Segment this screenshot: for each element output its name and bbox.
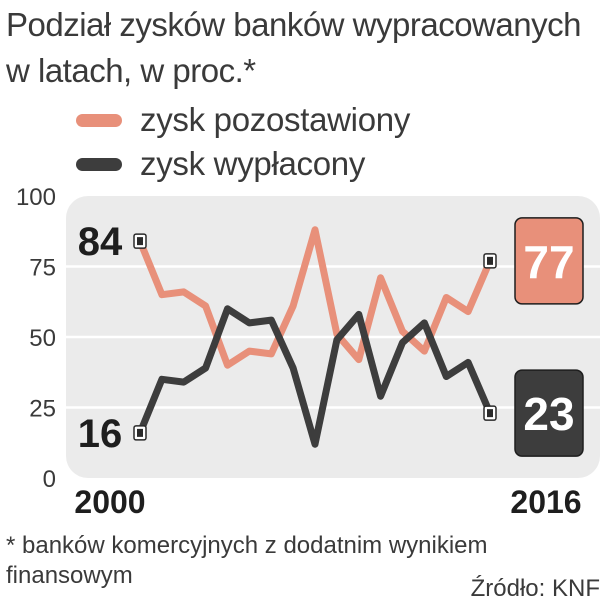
chart-title: Podział zysków banków wypracowanych w la… — [6, 6, 581, 89]
end-value-label-paid: 23 — [523, 388, 574, 440]
source-label: Źródło: KNF — [470, 575, 600, 602]
legend-swatch-retained — [76, 114, 122, 127]
endpoint-dot-retained-end — [487, 256, 493, 265]
series-line-paid — [136, 305, 494, 448]
endpoint-dot-paid-start — [137, 428, 143, 437]
x-tick-label-start: 2000 — [74, 484, 145, 520]
legend-label-retained: zysk pozostawiony — [140, 101, 411, 138]
y-tick-label-0: 0 — [43, 466, 56, 493]
y-tick-label-100: 100 — [16, 184, 56, 211]
end-value-label-retained: 77 — [523, 236, 574, 288]
start-value-label-paid: 16 — [78, 412, 123, 456]
end-value-box-retained — [514, 217, 584, 305]
footnote: * banków komercyjnych z dodatnim wynikie… — [6, 532, 488, 589]
y-tick-label-50: 50 — [29, 325, 56, 352]
endpoint-dot-paid-end — [487, 409, 493, 418]
legend-swatch-paid — [76, 158, 122, 171]
y-tick-label-25: 25 — [29, 396, 56, 423]
line-chart: 0 25 50 75 100 2000 2016 84 16 77 23 — [16, 184, 600, 520]
end-value-box-paid — [514, 369, 584, 457]
start-value-label-retained: 84 — [78, 220, 123, 264]
endpoint-dot-retained-start — [137, 237, 143, 246]
y-tick-label-75: 75 — [29, 255, 56, 282]
x-tick-label-end: 2016 — [510, 484, 581, 520]
legend-label-paid: zysk wypłacony — [140, 145, 366, 182]
